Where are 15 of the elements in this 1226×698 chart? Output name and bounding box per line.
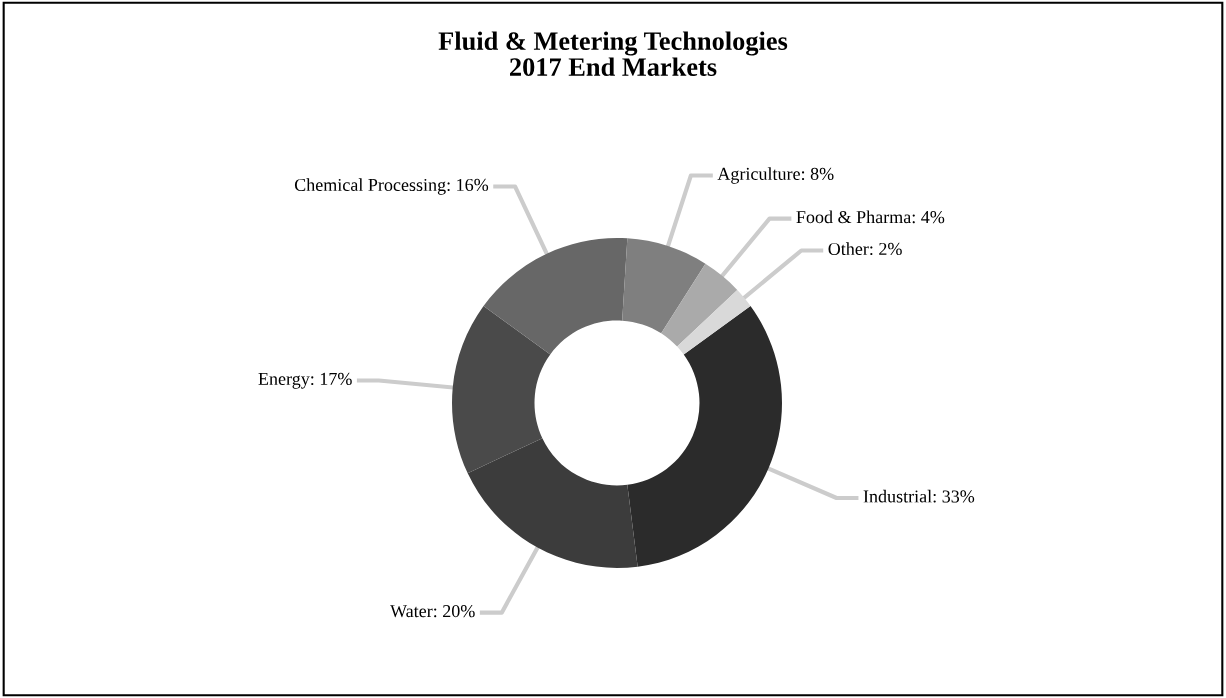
chart-title: Fluid & Metering Technologies 2017 End Markets [438, 31, 788, 76]
donut-slice [483, 238, 628, 355]
donut-slice [622, 238, 706, 334]
slice-label: Industrial: 33% [863, 489, 975, 503]
donut-slice [467, 438, 638, 568]
donut-slice [661, 263, 738, 347]
slice-label: Energy: 17% [258, 372, 352, 389]
slice-label: Other: 2% [828, 242, 902, 256]
donut-slice [627, 306, 782, 567]
slice-label: Food & Pharma: 4% [796, 210, 945, 224]
donut-slice [452, 306, 551, 474]
slice-label: Agriculture: 8% [717, 167, 834, 184]
donut-slice [677, 290, 751, 355]
slice-label: Chemical Processing: 16% [294, 178, 489, 195]
slice-label: Water: 20% [390, 604, 475, 618]
